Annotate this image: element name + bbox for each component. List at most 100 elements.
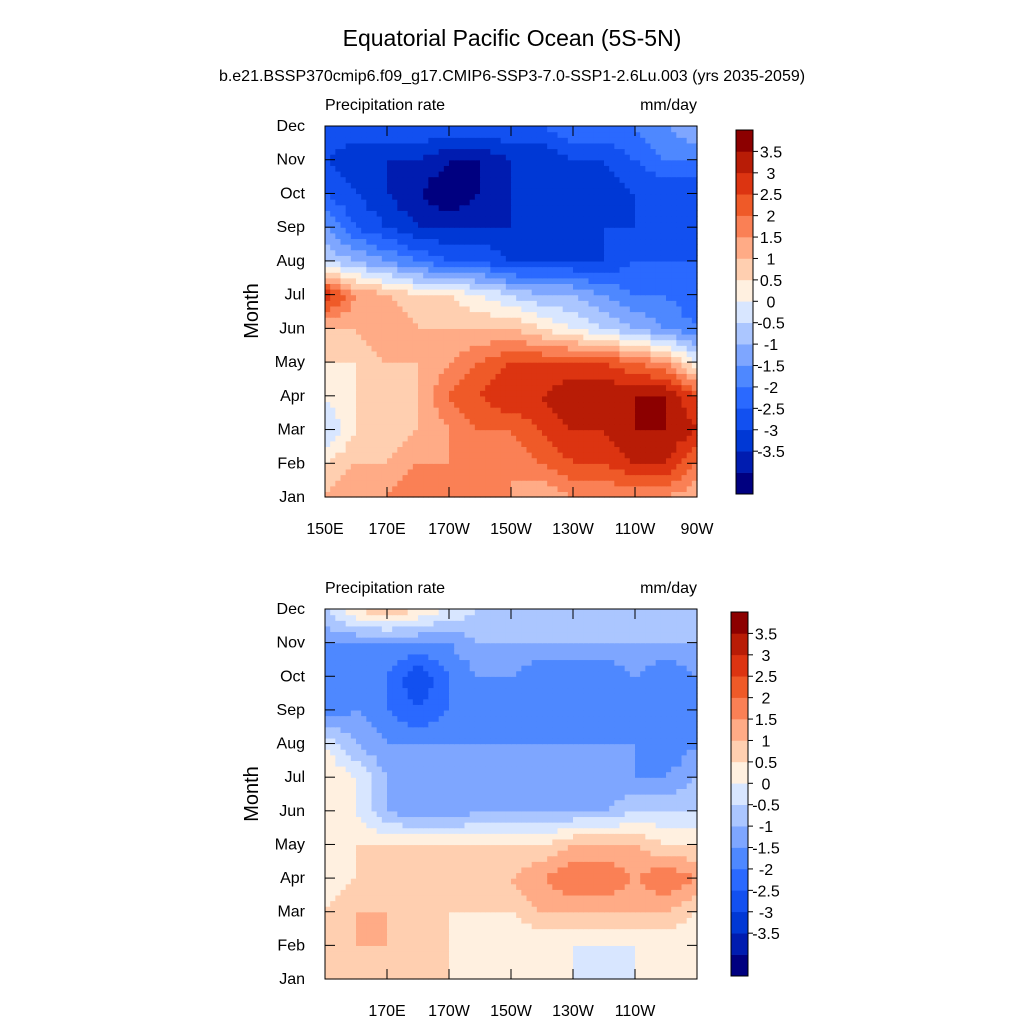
heatmap-cell	[594, 452, 600, 458]
heatmap-cell	[444, 334, 450, 340]
heatmap-cell	[527, 250, 533, 256]
heatmap-cell	[651, 255, 657, 261]
heatmap-cell	[439, 480, 445, 486]
heatmap-cell	[403, 435, 409, 441]
colorbar-swatch	[736, 130, 753, 152]
heatmap-cell	[361, 446, 367, 452]
heatmap-cell	[599, 390, 605, 396]
heatmap-cell	[630, 295, 636, 301]
heatmap-cell	[341, 126, 347, 132]
colorbar-swatch	[736, 280, 753, 302]
heatmap-cell	[361, 968, 367, 974]
heatmap-cell	[325, 171, 331, 177]
heatmap-cell	[635, 373, 641, 379]
heatmap-cell	[403, 126, 409, 132]
heatmap-cell	[635, 317, 641, 323]
heatmap-cell	[527, 435, 533, 441]
heatmap-cell	[439, 362, 445, 368]
heatmap-cell	[666, 255, 672, 261]
heatmap-cell	[573, 255, 579, 261]
heatmap-cell	[640, 210, 646, 216]
heatmap-cell	[366, 458, 372, 464]
heatmap-cell	[635, 278, 641, 284]
heatmap-cell	[377, 244, 383, 250]
heatmap-cell	[682, 430, 688, 436]
heatmap-cell	[604, 424, 610, 430]
heatmap-cell	[635, 250, 641, 256]
heatmap-cell	[532, 413, 538, 419]
heatmap-cell	[661, 390, 667, 396]
heatmap-cell	[434, 171, 440, 177]
heatmap-cell	[470, 401, 476, 407]
heatmap-cell	[377, 486, 383, 492]
heatmap-cell	[428, 182, 434, 188]
heatmap-cell	[366, 362, 372, 368]
heatmap-cell	[465, 463, 471, 469]
heatmap-cell	[671, 396, 677, 402]
heatmap-cell	[413, 283, 419, 289]
heatmap-cell	[527, 216, 533, 222]
heatmap-cell	[490, 486, 496, 492]
heatmap-cell	[501, 295, 507, 301]
heatmap-cell	[490, 222, 496, 228]
heatmap-cell	[682, 452, 688, 458]
heatmap-cell	[511, 154, 517, 160]
heatmap-cell	[392, 418, 398, 424]
heatmap-cell	[408, 272, 414, 278]
heatmap-cell	[547, 323, 553, 329]
heatmap-cell	[403, 238, 409, 244]
heatmap-cell	[583, 295, 589, 301]
heatmap-cell	[573, 328, 579, 334]
heatmap-cell	[439, 171, 445, 177]
heatmap-cell	[392, 323, 398, 329]
heatmap-cell	[661, 289, 667, 295]
heatmap-cell	[630, 345, 636, 351]
heatmap-cell	[341, 469, 347, 475]
heatmap-cell	[434, 205, 440, 211]
heatmap-cell	[521, 171, 527, 177]
heatmap-cell	[346, 188, 352, 194]
heatmap-cell	[511, 126, 517, 132]
heatmap-cell	[449, 278, 455, 284]
heatmap-cell	[656, 137, 662, 143]
heatmap-cell	[480, 182, 486, 188]
heatmap-cell	[428, 368, 434, 374]
heatmap-cell	[676, 182, 682, 188]
heatmap-cell	[604, 340, 610, 346]
heatmap-cell	[423, 272, 429, 278]
heatmap-cell	[459, 312, 465, 318]
heatmap-cell	[501, 188, 507, 194]
heatmap-cell	[325, 267, 331, 273]
heatmap-cell	[325, 216, 331, 222]
heatmap-cell	[418, 188, 424, 194]
heatmap-cell	[377, 401, 383, 407]
heatmap-cell	[356, 340, 362, 346]
heatmap-cell	[351, 261, 357, 267]
heatmap-cell	[651, 300, 657, 306]
heatmap-cell	[578, 379, 584, 385]
heatmap-cell	[516, 182, 522, 188]
heatmap-cell	[346, 289, 352, 295]
heatmap-cell	[346, 143, 352, 149]
heatmap-cell	[614, 480, 620, 486]
heatmap-cell	[614, 340, 620, 346]
heatmap-cell	[418, 283, 424, 289]
heatmap-cell	[516, 334, 522, 340]
heatmap-cell	[423, 261, 429, 267]
heatmap-cell	[413, 238, 419, 244]
heatmap-cell	[387, 441, 393, 447]
heatmap-cell	[418, 486, 424, 492]
heatmap-cell	[676, 390, 682, 396]
heatmap-cell	[558, 446, 564, 452]
heatmap-cell	[403, 143, 409, 149]
heatmap-cell	[568, 289, 574, 295]
heatmap-cell	[382, 390, 388, 396]
heatmap-cell	[645, 188, 651, 194]
heatmap-cell	[413, 272, 419, 278]
heatmap-cell	[578, 463, 584, 469]
heatmap-cell	[645, 424, 651, 430]
heatmap-cell	[413, 182, 419, 188]
heatmap-cell	[470, 300, 476, 306]
heatmap-cell	[449, 244, 455, 250]
heatmap-cell	[552, 177, 558, 183]
